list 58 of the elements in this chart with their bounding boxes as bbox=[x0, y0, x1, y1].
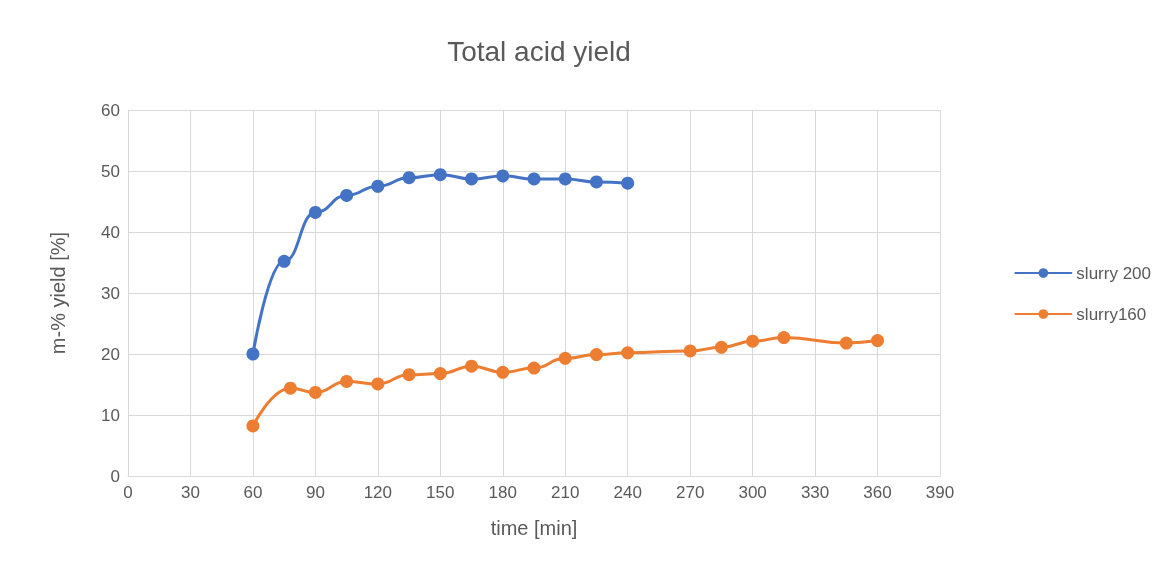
point bbox=[465, 359, 479, 373]
point bbox=[496, 365, 510, 379]
x-tick-label: 0 bbox=[123, 483, 133, 502]
point bbox=[308, 385, 322, 399]
point bbox=[433, 367, 447, 381]
point bbox=[777, 331, 791, 345]
point bbox=[402, 171, 416, 185]
x-tick-label: 90 bbox=[305, 483, 325, 502]
point bbox=[283, 381, 297, 395]
x-tick-label: 30 bbox=[181, 483, 200, 502]
x-axis-title: time [min] bbox=[490, 517, 578, 539]
point bbox=[496, 169, 510, 183]
x-tick-label: 300 bbox=[738, 483, 767, 502]
point bbox=[746, 334, 760, 348]
y-tick-label: 50 bbox=[101, 161, 120, 181]
point bbox=[683, 344, 697, 358]
point bbox=[465, 172, 479, 186]
point bbox=[589, 175, 603, 189]
point bbox=[621, 176, 635, 190]
point bbox=[558, 351, 572, 365]
point bbox=[371, 377, 385, 391]
y-tick-label: 20 bbox=[101, 344, 120, 364]
x-tick-label: 390 bbox=[925, 483, 955, 502]
x-tick-label: 180 bbox=[488, 483, 517, 502]
y-axis-title: m-% yield [%] bbox=[47, 231, 69, 355]
point bbox=[371, 179, 385, 193]
chart-title: Total acid yield bbox=[447, 35, 631, 67]
y-tick-label: 30 bbox=[101, 283, 120, 303]
point bbox=[340, 188, 354, 202]
point bbox=[871, 334, 885, 348]
x-tick-label: 120 bbox=[363, 483, 393, 502]
x-tick-label: 330 bbox=[800, 483, 830, 502]
point bbox=[308, 205, 322, 219]
point bbox=[433, 168, 447, 182]
x-tick-label: 360 bbox=[863, 483, 892, 502]
legend-label: slurry160 bbox=[1076, 304, 1147, 324]
x-tick-label: 240 bbox=[613, 483, 642, 502]
point bbox=[277, 254, 291, 268]
point bbox=[558, 172, 572, 186]
legend-label: slurry 200 bbox=[1076, 263, 1151, 283]
y-tick-label: 40 bbox=[101, 222, 120, 242]
point bbox=[839, 336, 853, 350]
point bbox=[527, 172, 541, 186]
point bbox=[621, 346, 635, 360]
x-tick-label: 60 bbox=[243, 483, 263, 502]
x-tick-label: 150 bbox=[426, 483, 455, 502]
point bbox=[246, 419, 260, 433]
y-tick-label: 10 bbox=[101, 405, 120, 425]
point bbox=[402, 368, 416, 382]
point bbox=[246, 347, 260, 361]
point bbox=[714, 340, 728, 354]
y-tick-label: 0 bbox=[110, 466, 120, 486]
point bbox=[527, 361, 541, 375]
point bbox=[340, 374, 354, 388]
y-tick-label: 60 bbox=[101, 100, 120, 120]
x-tick-label: 270 bbox=[675, 483, 705, 502]
x-tick-label: 210 bbox=[551, 483, 580, 502]
point bbox=[589, 348, 603, 362]
